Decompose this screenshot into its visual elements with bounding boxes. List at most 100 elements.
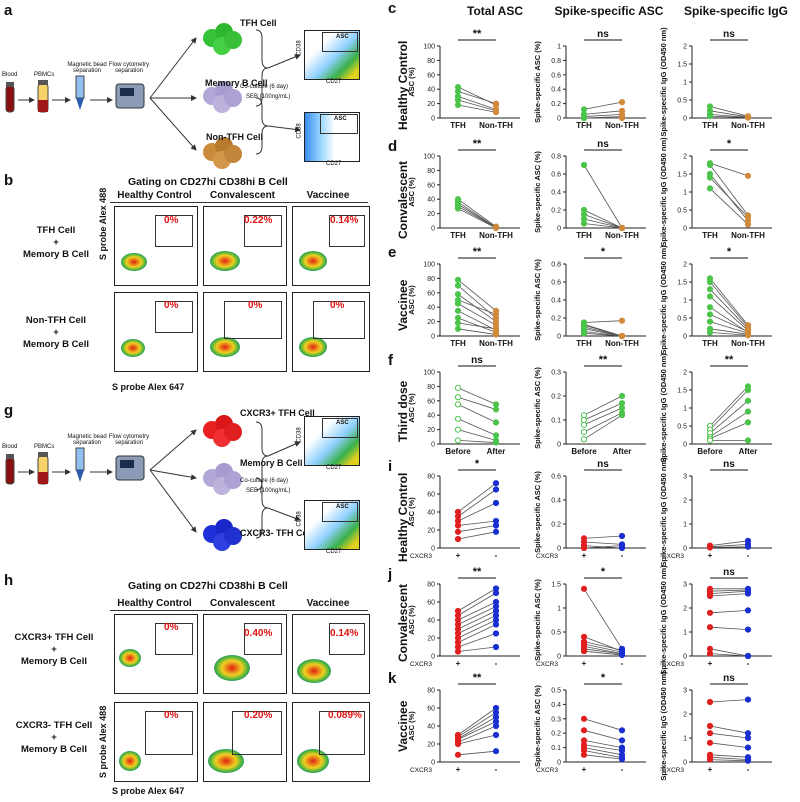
pair-line-d-1-0 (583, 164, 623, 229)
gating-b-plot-r1c2 (292, 206, 370, 286)
y-tick-label-j-2-0: 0 (683, 654, 687, 661)
x-tick-label-k-1-1: - (621, 765, 624, 774)
cxcr3-label-j-2: CXCR3 (662, 661, 684, 668)
pair-line-c-1-1 (583, 110, 623, 115)
point-after-f-1-4 (618, 412, 626, 419)
pair-line-f-2-2 (709, 400, 749, 434)
point-after-k-2-2 (744, 734, 752, 742)
y-tick-label-i-0-4: 80 (427, 474, 435, 481)
pbmc-tube-icon (37, 80, 49, 113)
wf-g-coculture-label: Co-culture (6 day) (240, 478, 289, 484)
wf-a-nontfh-label: Non-TFH Cell (206, 132, 263, 142)
pair-line-k-0-5 (457, 734, 497, 745)
point-after-j-2-7 (744, 652, 752, 660)
point-before-k-0-6 (454, 751, 462, 758)
y-tick-label-k-0-2: 40 (427, 724, 435, 731)
wf-g-asc-gate-bottom (322, 502, 358, 522)
cxcr3-neg-tfh-cluster-icon (203, 519, 242, 551)
point-after-j-2-5 (744, 626, 752, 633)
pair-line-k-1-2 (583, 740, 623, 748)
gating-b-plot-r1c0 (114, 206, 198, 286)
y-tick-label-j-0-4: 80 (427, 582, 435, 589)
y-tick-label-c-2-1: 0.5 (677, 98, 687, 105)
gating-h-plot-r1c2 (292, 614, 370, 694)
point-before-k-1-6 (580, 751, 588, 758)
gating-h-plot-r2c0 (114, 702, 198, 782)
point-after-f-0-1 (492, 406, 500, 413)
y-tick-label-c-0-3: 60 (427, 72, 435, 79)
wf-a-blood-label: Blood (2, 72, 18, 78)
y-tick-label-d-1-1: 0.2 (551, 208, 561, 215)
point-before-c-0-3 (454, 96, 462, 104)
gating-b-row2-label: Non-TFH Cell + Memory B Cell (23, 315, 89, 350)
pair-line-e-0-0 (457, 279, 497, 312)
y-tick-label-c-0-2: 40 (427, 87, 435, 94)
point-after-k-2-6 (744, 757, 752, 764)
point-before-k-2-1 (706, 722, 714, 730)
wf-g-memory-label: Memory B Cell (240, 458, 303, 468)
y-tick-label-e-1-1: 0.2 (551, 316, 561, 323)
col-title-spike-asc: Spike-specific ASC (554, 4, 664, 18)
panel-label-b: b (4, 172, 14, 189)
pair-line-f-2-3 (709, 411, 749, 438)
gating-b-cond-1: Convalescent (209, 190, 276, 201)
sig-label-e-0: ** (473, 246, 482, 258)
pair-line-i-1-0 (583, 535, 623, 539)
pair-line-j-1-4 (583, 646, 623, 654)
y-tick-label-i-0-1: 20 (427, 528, 435, 535)
point-after-j-2-4 (744, 607, 752, 614)
gating-h-plot-r2c2 (292, 702, 370, 782)
magnetic-column-icon (75, 447, 85, 482)
x-tick-label-c-1-1: Non-TFH (605, 121, 639, 130)
x-tick-label-f-2-1: After (739, 447, 758, 456)
point-before-e-2-4 (706, 304, 714, 311)
pair-line-k-1-1 (583, 729, 623, 741)
pair-line-f-1-2 (583, 407, 623, 426)
non-tfh-cell-cluster-icon (203, 137, 242, 169)
pair-line-d-2-3 (709, 177, 749, 218)
point-before-i-2-2 (706, 544, 714, 551)
gating-h-pct-r1c1: 0.40% (244, 628, 273, 639)
pair-line-e-0-1 (457, 285, 497, 319)
point-before-f-0-5 (454, 437, 462, 444)
y-tick-label-j-1-3: 1.5 (551, 582, 561, 589)
pair-line-f-0-0 (457, 387, 497, 405)
point-after-c-0-1 (492, 100, 500, 107)
pair-line-e-2-4 (709, 306, 749, 333)
pair-line-e-0-3 (457, 299, 497, 315)
y-tick-label-k-1-0: 0 (557, 760, 561, 767)
point-before-j-1-6 (580, 648, 588, 655)
point-before-j-1-0 (580, 585, 588, 592)
y-axis-label-k-1: Spike-specific ASC (%) (533, 685, 542, 767)
pair-line-k-1-3 (583, 744, 623, 751)
point-after-f-2-5 (744, 437, 752, 444)
x-tick-label-j-1-1: - (621, 659, 624, 668)
point-after-e-1-0 (618, 317, 626, 324)
pair-line-k-1-0 (583, 718, 623, 731)
point-before-d-0-4 (454, 205, 462, 212)
x-tick-label-j-0-1: - (495, 659, 498, 668)
point-before-k-2-3 (706, 739, 714, 746)
y-tick-label-k-2-3: 3 (683, 688, 687, 695)
pair-line-c-2-3 (709, 115, 749, 119)
sig-label-e-2: * (727, 246, 732, 258)
pair-line-k-1-4 (583, 747, 623, 756)
memory-b-cell-cluster-icon (203, 81, 242, 113)
y-tick-label-d-1-3: 0.6 (551, 172, 561, 179)
pair-line-j-0-2 (457, 601, 497, 621)
y-tick-label-j-2-3: 3 (683, 582, 687, 589)
pair-line-d-2-1 (709, 164, 749, 216)
x-tick-label-j-2-0: + (708, 659, 713, 668)
x-tick-label-d-2-1: Non-TFH (731, 231, 765, 240)
wf-a-asc-label-bottom: ASC (334, 116, 347, 122)
y-axis-label-c-2: Spike-specific IgG (OD450 nm) (659, 27, 668, 137)
y-tick-label-c-1-2: 0.4 (551, 87, 561, 94)
pair-line-j-0-6 (457, 619, 497, 639)
pair-line-j-0-4 (457, 610, 497, 630)
pair-line-c-1-0 (583, 101, 623, 110)
y-tick-label-j-2-1: 1 (683, 630, 687, 637)
y-axis-label-d-0: ASC (%) (407, 177, 416, 207)
y-tick-label-d-2-2: 1 (683, 190, 687, 197)
y-tick-label-i-0-0: 0 (431, 546, 435, 553)
y-tick-label-j-2-2: 2 (683, 606, 687, 613)
